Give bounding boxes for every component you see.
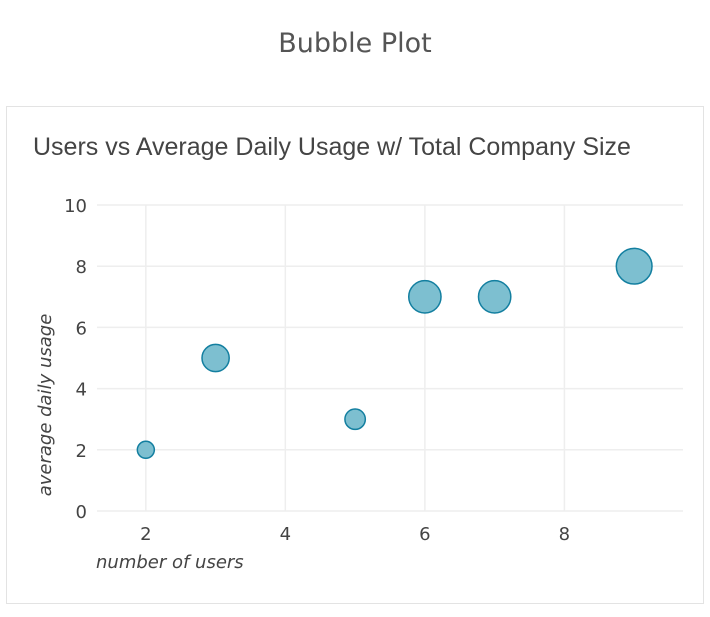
x-tick-label: 4 <box>280 524 291 545</box>
grid-lines <box>97 204 683 512</box>
bubble-point-2[interactable] <box>201 343 230 373</box>
bubble-point-4[interactable] <box>407 279 442 314</box>
chart-card: Users vs Average Daily Usage w/ Total Co… <box>6 106 704 604</box>
bubble-point-1[interactable] <box>136 440 156 460</box>
bubbles <box>136 247 653 460</box>
y-tick-label: 2 <box>76 441 87 462</box>
chart-title: Users vs Average Daily Usage w/ Total Co… <box>33 133 631 161</box>
y-tick-label: 6 <box>76 318 87 339</box>
x-axis-label: number of users <box>96 552 244 573</box>
x-tick-label: 2 <box>140 524 151 545</box>
bubble-point-5[interactable] <box>477 279 512 314</box>
x-axis-ticks: 2 4 6 8 <box>140 524 570 545</box>
bubble-point-6[interactable] <box>615 247 653 285</box>
page-title: Bubble Plot <box>278 28 432 59</box>
y-tick-label: 0 <box>76 502 87 523</box>
y-tick-label: 8 <box>76 257 87 278</box>
y-tick-label: 10 <box>64 196 87 217</box>
y-axis-label: average daily usage <box>35 314 56 497</box>
bubble-point-3[interactable] <box>344 408 367 431</box>
x-tick-label: 8 <box>559 524 570 545</box>
y-tick-label: 4 <box>76 380 87 401</box>
x-tick-label: 6 <box>419 524 430 545</box>
y-axis-ticks: 0 2 4 6 8 10 <box>64 196 87 523</box>
bubble-chart: Users vs Average Daily Usage w/ Total Co… <box>33 133 683 573</box>
